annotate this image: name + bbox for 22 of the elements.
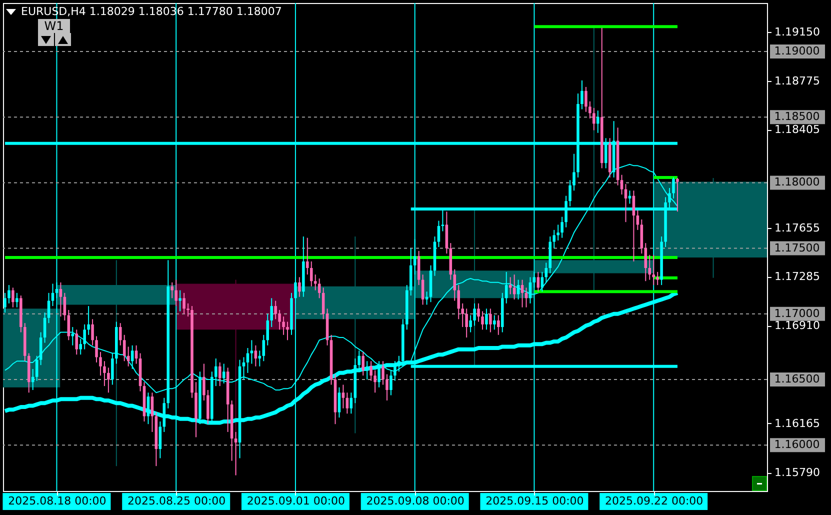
y-tick-label: 1.16910	[774, 319, 820, 332]
x-tick-label: 2025.09.01 00:00	[246, 494, 346, 508]
ref-line-label: 1.18000	[774, 176, 820, 189]
ref-line-label: 1.16500	[774, 372, 820, 386]
y-tick-label: 1.17285	[774, 270, 820, 284]
y-tick-label: 1.15790	[774, 466, 820, 480]
ref-line-label: 1.16000	[774, 438, 820, 452]
x-tick-label: 2025.09.08 00:00	[366, 494, 464, 508]
ref-line-label: 1.17000	[774, 306, 820, 320]
x-tick-label: 2025.09.15 00:00	[486, 494, 584, 508]
y-tick-label: 1.19150	[774, 25, 820, 38]
y-tick-label: 1.18775	[774, 74, 820, 88]
ref-line-label: 1.18500	[774, 110, 820, 124]
x-tick-label: 2025.09.22 00:00	[605, 494, 704, 508]
ref-line-label: 1.17500	[774, 241, 820, 254]
y-tick-label: 1.18405	[774, 123, 820, 136]
ref-line-label: 1.19000	[774, 44, 820, 58]
x-tick-label: 2025.08.18 00:00	[8, 494, 106, 508]
x-tick-label: 2025.08.25 00:00	[128, 494, 226, 508]
y-tick-label: 1.16165	[774, 416, 820, 430]
annotation: W1	[38, 19, 70, 33]
y-tick-label: 1.17655	[774, 221, 820, 234]
